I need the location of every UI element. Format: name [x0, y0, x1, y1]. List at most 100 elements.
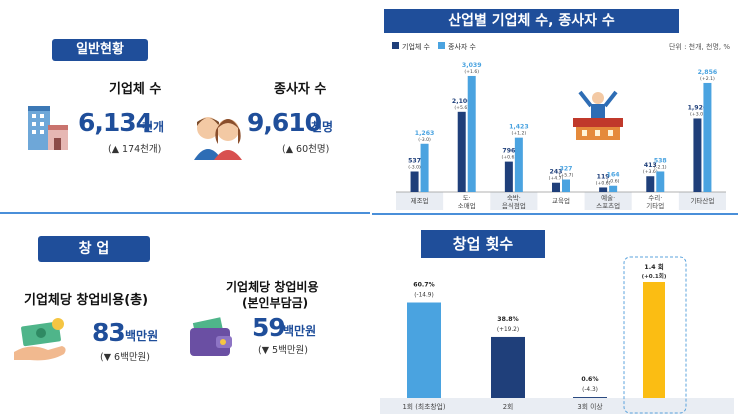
x-tick-label: 기타업 — [646, 201, 664, 210]
data-change-label: (+0.6) — [596, 180, 611, 186]
people-icon — [192, 110, 244, 160]
legend-label-firms: 기업체 수 — [402, 42, 431, 51]
bar-startup-count — [407, 302, 441, 398]
data-change-label: (-0.6) — [607, 179, 620, 185]
x-tick-label: 수리· — [648, 193, 662, 202]
startup-title: 창 업 — [38, 236, 150, 262]
own-cost-label-1: 기업체당 창업비용 — [226, 280, 319, 294]
data-label: 413 — [644, 162, 657, 169]
bar-average-count — [643, 282, 665, 398]
bar-firms — [646, 176, 655, 192]
section-divider-left — [0, 212, 370, 214]
firms-unit: 천개 — [142, 120, 165, 134]
data-label: 1,263 — [415, 130, 435, 137]
data-label: 796 — [502, 148, 515, 155]
startup-count-chart: 1회 (최초창업) 2회 3회 이상 60.7% (-14.9) 38.8% (+19.2)… — [380, 256, 734, 414]
bar-firms — [410, 171, 419, 192]
bar-startup-count — [573, 397, 607, 398]
data-label: 1,423 — [509, 124, 529, 131]
data-change-label: (+2.1) — [700, 76, 715, 82]
x-tick-label: 3회 이상 — [577, 402, 602, 411]
data-label: 2,100 — [452, 98, 472, 105]
data-label: 1.4 회 — [644, 262, 664, 271]
firms-change: (▲ 174천개) — [108, 144, 162, 155]
data-change-label: (-4.3) — [582, 387, 598, 393]
workers-unit: 천명 — [311, 120, 334, 134]
bar-workers — [703, 82, 712, 192]
x-tick-label: 스포츠업 — [596, 202, 620, 210]
workers-value: 9,610 — [247, 108, 322, 137]
bar-workers — [609, 185, 618, 192]
data-label: 538 — [654, 157, 667, 164]
bar-workers — [467, 75, 476, 192]
category-band — [396, 192, 444, 210]
general-status-title: 일반현황 — [52, 39, 148, 61]
x-tick-label: 제조업 — [411, 197, 429, 205]
data-change-label: (-14.9) — [414, 292, 434, 298]
data-change-label: (+3.0) — [690, 111, 705, 117]
category-band — [490, 192, 538, 210]
own-cost-unit: 백만원 — [283, 324, 317, 338]
x-tick-label: 소매업 — [458, 202, 476, 210]
own-cost-value: 59 — [252, 313, 286, 342]
category-band — [678, 192, 726, 210]
firms-label: 기업체 수 — [109, 82, 162, 97]
x-tick-label: 예술· — [601, 193, 615, 202]
total-cost-label: 기업체당 창업비용(총) — [24, 293, 149, 308]
data-label: 243 — [550, 169, 563, 176]
x-tick-label: 음식점업 — [502, 201, 526, 210]
data-change-label: (-3.0) — [418, 137, 431, 143]
total-cost-value: 83 — [92, 318, 126, 347]
data-label: 327 — [560, 166, 573, 173]
data-change-label: (+3.6) — [643, 169, 658, 175]
data-label: 0.6% — [581, 376, 598, 383]
section-divider-right — [372, 213, 738, 215]
data-change-label: (+5.7) — [559, 173, 574, 179]
workers-label: 종사자 수 — [274, 82, 327, 97]
own-cost-change: (▼ 5백만원) — [258, 345, 309, 356]
category-strip — [380, 398, 734, 414]
data-change-label: (+1.6) — [464, 69, 479, 75]
data-label: 1,926 — [688, 104, 708, 111]
celebration-icon — [573, 90, 623, 140]
firms-value: 6,134 — [78, 108, 153, 137]
data-label: 3,039 — [462, 62, 482, 69]
data-change-label: (-3.0) — [408, 164, 421, 170]
bar-workers — [514, 137, 523, 192]
x-tick-label: 2회 — [503, 403, 514, 411]
legend-swatch-workers — [438, 42, 445, 49]
data-label: 537 — [408, 157, 421, 164]
bar-startup-count — [491, 336, 525, 398]
industry-chart-title: 산업별 기업체 수, 종사자 수 — [384, 9, 679, 33]
industry-chart: 기업체 수 종사자 수 단위 : 천개, 천명, % 제조업 도·소매업 숙박·음식점업 교… — [392, 42, 730, 210]
x-tick-label: 도· — [463, 194, 471, 202]
data-label: 2,856 — [698, 69, 718, 76]
workers-change: (▲ 60천명) — [282, 144, 330, 155]
data-change-label: (-2.1) — [654, 164, 667, 170]
total-cost-change: (▼ 6백만원) — [100, 352, 151, 363]
bar-firms — [504, 161, 513, 192]
chart-unit-note: 단위 : 천개, 천명, % — [669, 42, 730, 51]
category-band — [584, 192, 632, 210]
wallet-icon — [186, 316, 236, 360]
data-change-label: (+4.7) — [549, 176, 564, 182]
bar-workers — [562, 179, 570, 192]
x-tick-label: 숙박· — [507, 193, 521, 202]
data-label: 60.7% — [413, 281, 434, 288]
total-cost-unit: 백만원 — [125, 329, 159, 343]
legend-swatch-firms — [392, 42, 399, 49]
data-change-label: (+5.6) — [454, 105, 469, 111]
data-change-label: (+1.2) — [511, 131, 526, 137]
highlight-frame — [623, 256, 687, 414]
bar-firms — [693, 118, 702, 192]
data-change-label: (+0.1회) — [642, 272, 667, 280]
bar-firms — [599, 187, 608, 192]
x-tick-label: 1회 (최초창업) — [402, 402, 445, 411]
data-label: 164 — [607, 172, 621, 179]
bar-firms — [457, 111, 466, 192]
x-tick-label: 기타산업 — [690, 196, 714, 205]
building-icon — [24, 98, 70, 154]
money-hand-icon — [10, 316, 70, 364]
bar-workers — [656, 171, 665, 192]
x-tick-label: 교육업 — [552, 197, 570, 205]
